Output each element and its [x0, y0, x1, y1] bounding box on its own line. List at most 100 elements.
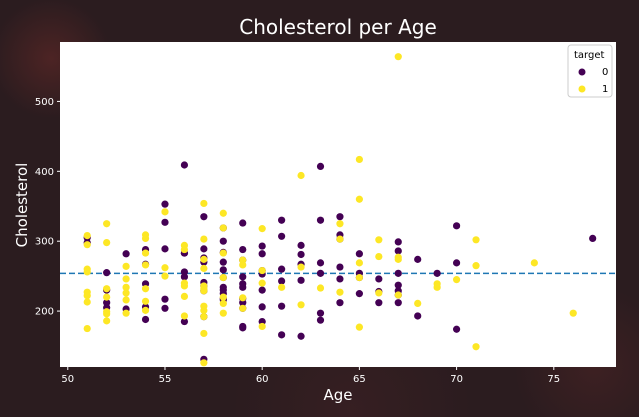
data-point — [103, 220, 111, 228]
data-point — [200, 306, 208, 314]
data-point — [336, 220, 344, 228]
legend-marker-target-1 — [578, 85, 586, 93]
data-point — [394, 255, 402, 263]
data-point — [180, 312, 189, 320]
plot-area — [60, 42, 616, 367]
data-point — [219, 266, 227, 274]
data-point — [83, 241, 91, 249]
data-point — [83, 298, 91, 306]
data-point — [336, 288, 344, 296]
data-point — [200, 287, 208, 295]
data-point — [141, 249, 150, 257]
data-point — [278, 283, 286, 291]
data-point — [258, 242, 266, 250]
data-point — [316, 162, 325, 171]
data-point — [200, 245, 208, 253]
data-point — [103, 269, 111, 277]
data-point — [278, 331, 286, 339]
data-point — [452, 222, 461, 230]
data-point — [258, 225, 266, 233]
data-point — [200, 264, 208, 273]
data-point — [122, 309, 130, 317]
y-tick-label: 500 — [35, 97, 54, 108]
x-tick-label: 50 — [61, 374, 74, 385]
series-target-1 — [83, 53, 577, 367]
data-point — [122, 283, 130, 291]
data-point — [316, 259, 325, 267]
data-point — [452, 276, 461, 284]
data-point — [278, 265, 286, 273]
data-point — [122, 275, 130, 283]
data-point — [394, 247, 402, 255]
data-point — [336, 213, 344, 221]
data-point — [219, 293, 227, 301]
data-point — [414, 312, 422, 320]
data-point — [316, 309, 325, 317]
data-point — [141, 306, 150, 314]
data-point — [452, 259, 461, 267]
data-point — [472, 236, 480, 244]
data-point — [122, 262, 130, 270]
x-tick-label: 60 — [256, 374, 269, 385]
legend-marker-target-0 — [578, 68, 586, 76]
data-point — [433, 269, 441, 277]
data-point — [219, 209, 227, 217]
data-point — [161, 304, 169, 312]
data-point — [375, 252, 383, 261]
data-point — [180, 317, 189, 326]
data-point — [161, 295, 169, 303]
data-point — [258, 279, 266, 287]
data-point — [83, 232, 91, 240]
data-point — [375, 236, 383, 244]
x-tick-label: 65 — [353, 374, 366, 385]
x-axis-label: Age — [323, 386, 352, 404]
data-point — [103, 317, 111, 325]
data-point — [375, 275, 383, 283]
data-point — [239, 283, 247, 291]
data-point — [316, 216, 325, 224]
data-point — [355, 250, 363, 258]
data-point — [336, 235, 344, 243]
data-point — [433, 283, 441, 291]
data-point — [414, 299, 422, 307]
data-point — [219, 309, 227, 317]
data-point — [297, 263, 305, 271]
data-point — [355, 323, 363, 331]
legend-title: target — [574, 50, 604, 61]
data-point — [141, 261, 150, 269]
data-point — [161, 272, 169, 280]
data-point — [239, 304, 247, 312]
data-point — [103, 310, 111, 318]
chart-title: Cholesterol per Age — [239, 15, 437, 39]
data-point — [122, 250, 130, 258]
data-point — [297, 250, 305, 259]
data-point — [180, 161, 189, 169]
data-point — [200, 255, 208, 263]
data-point — [219, 224, 227, 232]
data-point — [394, 238, 402, 246]
data-point — [239, 219, 247, 227]
data-point — [278, 302, 286, 310]
data-point — [239, 273, 247, 281]
legend-label-target-1: 1 — [602, 84, 608, 95]
data-point — [258, 286, 266, 294]
legend-label-target-0: 0 — [602, 67, 608, 78]
data-point — [200, 359, 208, 367]
data-point — [219, 299, 227, 307]
data-point — [589, 234, 597, 242]
data-point — [103, 293, 111, 301]
data-point — [161, 245, 169, 253]
data-point — [472, 262, 480, 270]
y-axis-label: Cholesterol — [13, 163, 31, 248]
data-point — [297, 301, 305, 309]
data-point — [219, 273, 227, 282]
data-point — [355, 155, 363, 164]
legend: target 0 1 — [567, 44, 613, 98]
data-point — [161, 218, 169, 226]
data-point — [336, 299, 344, 307]
data-point — [122, 289, 130, 297]
data-point — [258, 266, 266, 275]
data-point — [103, 238, 111, 247]
data-point — [316, 284, 325, 292]
